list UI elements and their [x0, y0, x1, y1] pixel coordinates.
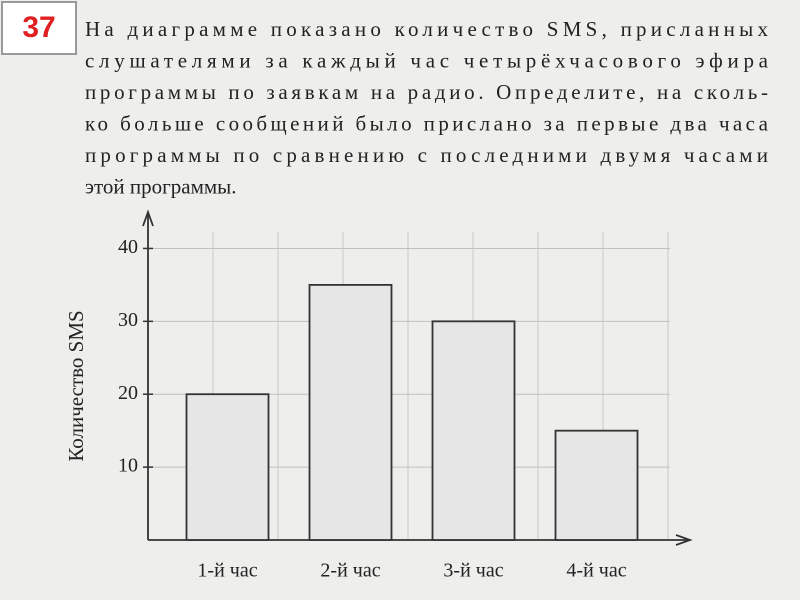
- y-tick-label: 10: [118, 455, 138, 477]
- x-tick-label: 2-й час: [320, 560, 380, 582]
- badge: 37: [22, 11, 55, 44]
- y-axis-arrow: [142, 209, 154, 227]
- y-tick-label: 20: [118, 382, 138, 404]
- problem-line: программы по сравнению с последними двум…: [85, 143, 768, 167]
- badge-box: [1, 1, 77, 55]
- x-tick-label: 1-й час: [197, 560, 257, 582]
- y-tick-label: 40: [118, 236, 138, 258]
- x-axis-arrow: [675, 534, 693, 546]
- bar: [185, 393, 270, 541]
- chart: 10 20 30 40 Количество SMS 1-й час 2-й час 3-й …: [64, 209, 693, 582]
- y-axis-label: Количество SMS: [64, 310, 88, 461]
- y-tick-label: 30: [118, 309, 138, 331]
- problem-line: этой программы.: [85, 175, 237, 199]
- x-tick-label: 4-й час: [566, 560, 626, 582]
- bar: [431, 320, 516, 541]
- x-tick-label: 3-й час: [443, 560, 503, 582]
- problem-line: программы по заявкам на радио. Определит…: [85, 80, 768, 104]
- bar: [554, 429, 639, 541]
- bar: [308, 283, 393, 541]
- problem-line: На диаграмме показано количество SMS, пр…: [85, 17, 769, 41]
- problem-line: ко больше сообщений было прислано за пер…: [85, 112, 769, 136]
